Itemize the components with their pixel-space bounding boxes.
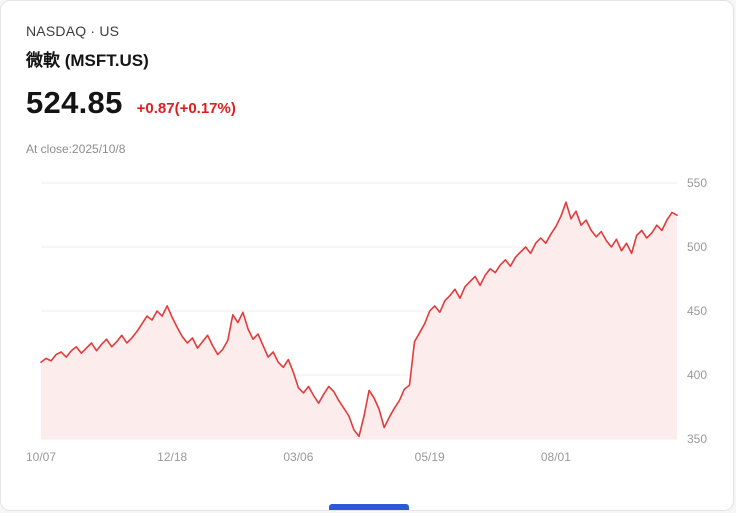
at-close-timestamp: At close:2025/10/8	[26, 142, 126, 156]
price-area	[41, 202, 677, 439]
y-axis-label: 400	[687, 368, 707, 382]
exchange-label: NASDAQ · US	[26, 23, 120, 39]
price-chart[interactable]: 350 400 450 500 550 10/07 12/18 03/06 05/19 08/01	[21, 169, 717, 469]
x-axis-label: 12/18	[157, 450, 187, 464]
x-axis-label: 08/01	[541, 450, 571, 464]
price-line	[40, 201, 678, 438]
x-axis-label: 10/07	[26, 450, 56, 464]
y-axis-label: 450	[687, 304, 707, 318]
y-axis-label: 350	[687, 432, 707, 446]
stock-title: 微軟 (MSFT.US)	[26, 51, 149, 70]
y-axis-label: 500	[687, 240, 707, 254]
bottom-peek-bar	[329, 504, 409, 510]
price-chart-svg[interactable]: 350 400 450 500 550 10/07 12/18 03/06 05/19 08/01	[21, 169, 717, 469]
price-change: +0.87(+0.17%)	[136, 100, 236, 117]
price-row: 524.85 +0.87(+0.17%)	[26, 85, 236, 121]
x-axis-label: 05/19	[415, 450, 445, 464]
current-price: 524.85	[26, 85, 123, 120]
y-axis-label: 550	[687, 176, 707, 190]
x-axis-label: 03/06	[283, 450, 313, 464]
